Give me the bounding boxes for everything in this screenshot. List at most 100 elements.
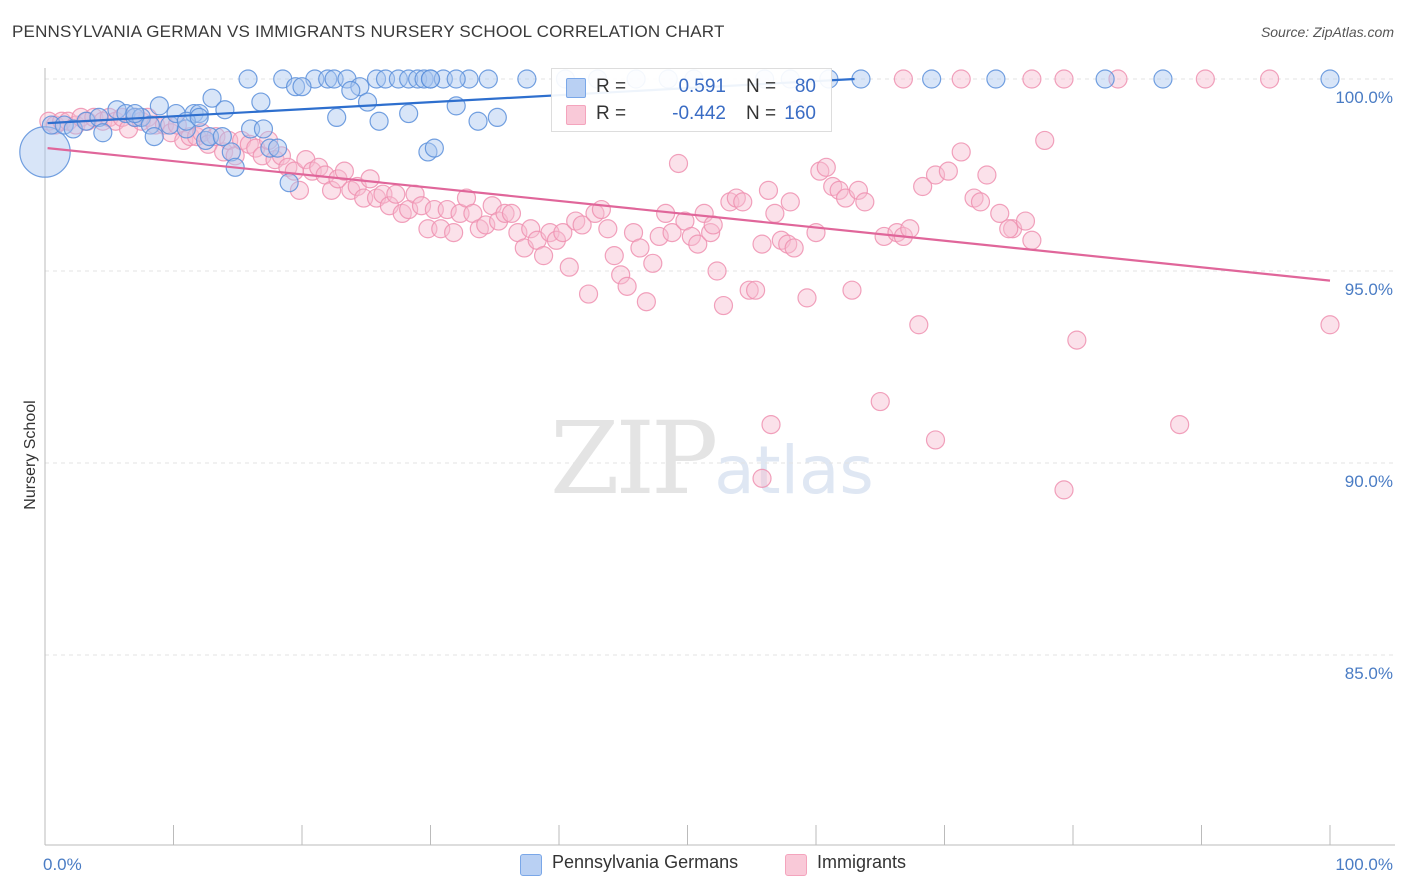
y-tick-label: 95.0%	[1345, 280, 1393, 299]
immigrants-point	[688, 234, 708, 254]
immigrants-point	[617, 276, 637, 296]
pennsylvania-germans-point	[1095, 69, 1115, 89]
immigrants-point	[816, 157, 836, 177]
immigrants-points	[39, 69, 1340, 500]
pennsylvania-germans-point	[140, 115, 160, 135]
immigrants-point	[546, 230, 567, 250]
pennsylvania-germans-point	[89, 107, 109, 128]
immigrants-point	[1170, 415, 1190, 435]
y-tick-label: 100.0%	[1335, 88, 1393, 107]
immigrants-point	[784, 238, 804, 258]
pennsylvania-germans-point	[93, 123, 113, 143]
pennsylvania-germans-point	[1320, 69, 1340, 89]
immigrants-point	[1015, 211, 1036, 231]
legend-r-label: R =	[596, 103, 627, 124]
immigrants-point	[411, 196, 432, 216]
immigrants-point	[855, 192, 875, 212]
immigrants-point	[758, 180, 779, 200]
immigrants-point	[386, 184, 406, 204]
pennsylvania-germans-point	[446, 69, 466, 89]
pennsylvania-germans-point	[369, 111, 389, 131]
immigrants-point	[752, 468, 772, 488]
pennsylvania-germans-point	[279, 173, 299, 193]
immigrants-point	[630, 238, 650, 258]
immigrants-point	[598, 219, 618, 239]
pennsylvania-germans-point	[468, 111, 488, 131]
correlation-legend: R = 0.591 N = 80 R = -0.442 N = 160	[551, 68, 832, 132]
pennsylvania-germans-point	[238, 69, 258, 89]
legend-swatch-pink	[785, 854, 807, 876]
immigrants-point	[909, 315, 929, 335]
immigrants-point	[636, 292, 656, 312]
immigrants-point	[1022, 230, 1042, 250]
immigrants-point	[1035, 130, 1055, 151]
immigrants-point	[913, 176, 933, 197]
x-tick-label: 100.0%	[1335, 855, 1393, 874]
immigrants-point	[643, 253, 663, 273]
axes	[44, 68, 1395, 846]
immigrants-point	[334, 161, 355, 181]
immigrants-point	[1067, 330, 1087, 350]
immigrants-point	[431, 219, 451, 239]
pennsylvania-germans-point	[221, 142, 241, 162]
pennsylvania-germans-point	[517, 69, 537, 89]
immigrants-point	[733, 192, 753, 212]
pennsylvania-germans-point	[215, 100, 235, 120]
tick-labels: 100.0% 95.0% 90.0% 85.0% 0.0% 100.0%	[43, 88, 1393, 874]
immigrants-point	[701, 223, 721, 243]
immigrants-point	[999, 219, 1019, 239]
immigrants-point	[1320, 315, 1340, 335]
immigrants-point	[746, 280, 766, 300]
immigrants-point	[797, 288, 817, 308]
pennsylvania-germans-point	[253, 119, 274, 139]
immigrants-point	[553, 223, 573, 243]
y-tick-label: 85.0%	[1345, 664, 1393, 683]
pennsylvania-germans-point	[144, 127, 164, 147]
immigrants-point	[900, 219, 920, 239]
immigrants-point	[289, 180, 310, 200]
immigrants-point	[1195, 69, 1215, 89]
legend-item-label: Immigrants	[817, 852, 907, 872]
immigrants-point	[752, 234, 772, 254]
pennsylvania-germans-point	[851, 69, 871, 89]
legend-swatch-pink	[566, 105, 586, 125]
immigrants-point	[780, 192, 800, 212]
source-label: Source: ZipAtlas.com	[1260, 24, 1394, 40]
immigrants-point	[951, 142, 971, 162]
immigrants-point	[321, 180, 342, 200]
pennsylvania-germans-point	[292, 77, 312, 97]
pennsylvania-germans-point	[399, 103, 419, 124]
y-axis-label: Nursery School	[22, 400, 39, 509]
pennsylvania-germans-point	[318, 69, 338, 89]
pennsylvania-germans-point	[212, 127, 232, 147]
immigrants-point	[1260, 69, 1280, 89]
pennsylvania-germans-point	[176, 119, 196, 139]
watermark: ZIPatlas	[550, 400, 874, 517]
legend-r-label: R =	[596, 76, 627, 97]
immigrants-point	[951, 69, 971, 89]
immigrants-point	[521, 219, 541, 239]
pennsylvania-germans-point	[202, 88, 222, 108]
immigrants-point	[444, 223, 464, 243]
pennsylvania-germans-point	[260, 138, 280, 158]
immigrants-point	[591, 199, 612, 220]
pennsylvania-germans-point	[424, 138, 444, 158]
pennsylvania-germans-point	[478, 69, 498, 89]
pennsylvania-germans-point	[1153, 69, 1173, 89]
pennsylvania-germans-point	[922, 69, 942, 89]
immigrants-point	[713, 295, 734, 316]
x-tick-label: 0.0%	[43, 855, 82, 874]
immigrants-point	[970, 192, 991, 212]
immigrants-point	[990, 203, 1010, 223]
pennsylvania-germans-point	[189, 107, 209, 128]
immigrants-point	[662, 223, 682, 243]
immigrants-point	[842, 280, 862, 300]
watermark-atlas: atlas	[714, 432, 874, 509]
pennsylvania-germans-points	[19, 69, 1340, 193]
pennsylvania-germans-point	[149, 96, 169, 116]
legend-item-label: Pennsylvania Germans	[552, 852, 739, 872]
immigrants-point	[476, 215, 496, 235]
immigrants-point	[649, 226, 669, 247]
immigrants-point	[681, 226, 701, 247]
immigrants-point	[829, 180, 849, 200]
